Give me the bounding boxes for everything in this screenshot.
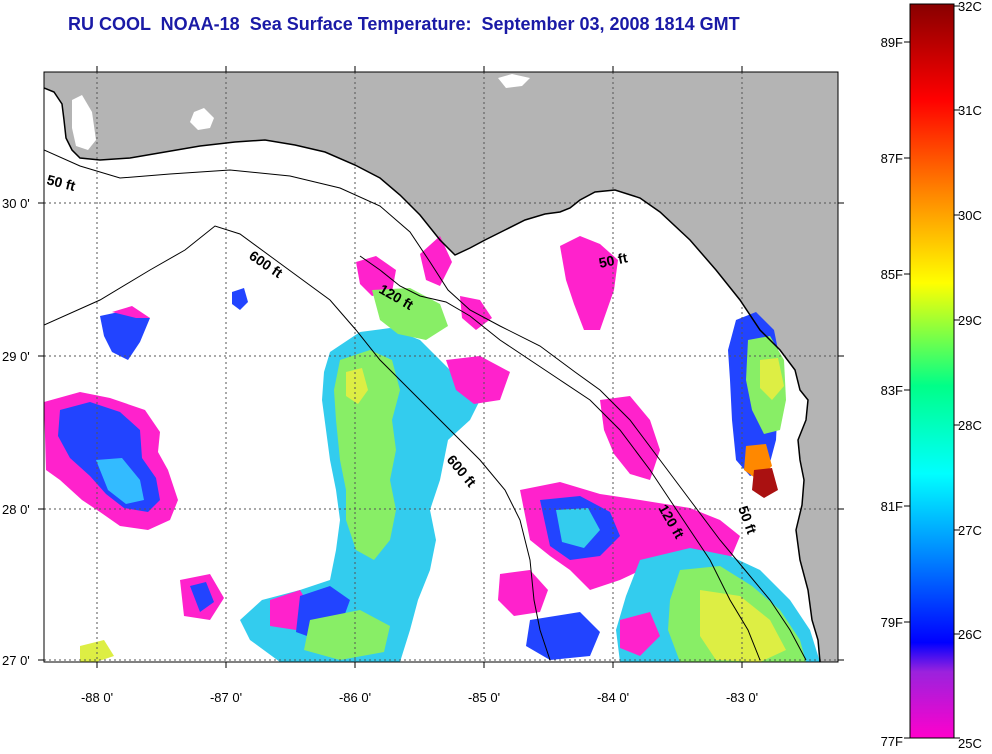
colorbar-ticks [904,5,960,739]
grid [44,72,838,662]
map-border [43,71,839,663]
colorbar-fahrenheit-label: 83F [881,383,903,398]
sst-data [44,236,820,662]
colorbar-celsius-label: 25C [958,736,982,751]
lon-label: -87 0' [210,690,242,705]
lon-label: -88 0' [81,690,113,705]
lat-label: 28 0' [2,502,30,517]
colorbar [909,3,955,739]
lon-label: -85 0' [468,690,500,705]
colorbar-celsius-label: 30C [958,208,982,223]
bay-inlet [72,95,96,150]
colorbar-fahrenheit-label: 81F [881,499,903,514]
bay-inlet [498,74,530,88]
map-title: RU COOL NOAA-18 Sea Surface Temperature:… [68,14,740,34]
lat-label: 30 0' [2,196,30,211]
lat-label: 29 0' [2,349,30,364]
colorbar-fahrenheit-label: 77F [881,734,903,749]
colorbar-fahrenheit-label: 87F [881,151,903,166]
colorbar-celsius-label: 26C [958,627,982,642]
colorbar-fahrenheit-label: 79F [881,615,903,630]
lon-label: -86 0' [339,690,371,705]
isobath-contours [44,149,807,661]
bay-inlet [190,108,214,130]
colorbar-celsius-label: 28C [958,418,982,433]
colorbar-celsius-label: 29C [958,313,982,328]
contour-label: 50 ft [597,249,629,271]
colorbar-fahrenheit-label: 89F [881,35,903,50]
lat-label: 27 0' [2,653,30,668]
lon-label: -84 0' [597,690,629,705]
coastline [44,87,821,662]
colorbar-fahrenheit-label: 85F [881,267,903,282]
land-north-coast [44,72,838,662]
contour-label: 50 ft [45,171,77,194]
colorbar-celsius-label: 31C [958,103,982,118]
axis-ticks [38,66,844,668]
colorbar-celsius-label: 27C [958,523,982,538]
lon-label: -83 0' [726,690,758,705]
colorbar-celsius-label: 32C [958,0,982,14]
